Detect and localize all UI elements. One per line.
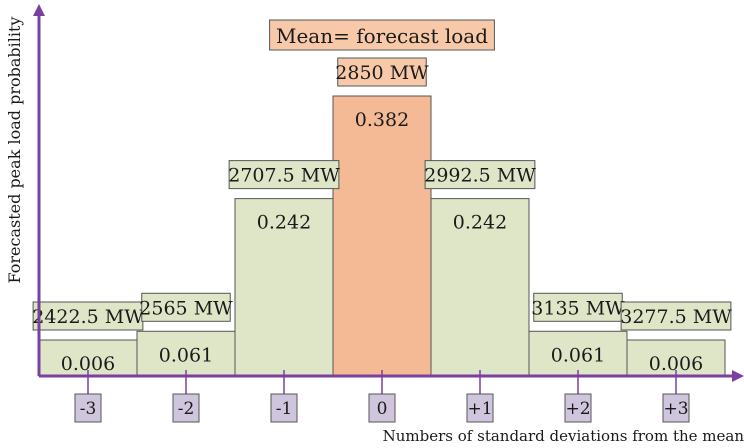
load-label: 2707.5 MW <box>228 165 340 187</box>
bar-+1 <box>430 198 530 377</box>
load-label: 2850 MW <box>335 62 429 84</box>
x-axis-arrow <box>732 370 744 382</box>
x-tick-label: +2 <box>565 399 590 419</box>
x-tick-box <box>74 393 102 423</box>
y-axis-arrow <box>33 4 45 16</box>
x-tick-label: 0 <box>377 399 388 419</box>
y-axis-label: Forecasted peak load probability <box>5 17 24 284</box>
load-label-box <box>337 57 427 87</box>
bar-value-label: 0.061 <box>159 344 213 366</box>
load-label: 2992.5 MW <box>424 165 536 187</box>
load-label-box <box>424 160 536 190</box>
x-tick-label: +3 <box>663 399 688 419</box>
chart-title-box <box>269 19 495 51</box>
bar-value-label: 0.382 <box>355 109 409 131</box>
x-tick-label: -2 <box>178 399 195 419</box>
bar-value-label: 0.061 <box>551 344 605 366</box>
load-label: 2565 MW <box>139 297 233 319</box>
load-label: 2422.5 MW <box>32 306 144 328</box>
bar-0 <box>332 95 432 377</box>
x-ticks-layer: -3 -2 -1 0 +1 +2 +3 <box>74 370 690 423</box>
bar-value-label: 0.006 <box>61 353 115 375</box>
x-tick-box <box>466 393 494 423</box>
x-axis-label: Numbers of standard deviations from the … <box>383 427 744 445</box>
load-label-box <box>533 292 623 322</box>
x-tick-box <box>270 393 298 423</box>
x-tick-box <box>368 393 396 423</box>
bar-+2 <box>528 330 628 377</box>
x-tick-label: -1 <box>276 399 293 419</box>
load-label-box <box>141 292 231 322</box>
x-tick-box <box>662 393 690 423</box>
axes <box>33 4 744 382</box>
x-tick-label: +1 <box>467 399 492 419</box>
x-tick-label: -3 <box>80 399 97 419</box>
x-tick-box <box>564 393 592 423</box>
bars-layer: 0.006 0.061 0.242 0.382 0.242 0.061 0.006 <box>38 95 726 377</box>
load-label-box <box>32 301 144 331</box>
bar-value-label: 0.242 <box>453 212 507 234</box>
x-tick-box <box>172 393 200 423</box>
load-label-box <box>620 301 732 331</box>
bar-value-label: 0.006 <box>649 353 703 375</box>
bar-value-label: 0.242 <box>257 212 311 234</box>
load-label-box <box>228 160 340 190</box>
chart-title: Mean= forecast load <box>276 24 488 48</box>
chart-title-group: Mean= forecast load <box>269 19 495 51</box>
load-label: 3277.5 MW <box>620 306 732 328</box>
load-label: 3135 MW <box>531 297 625 319</box>
